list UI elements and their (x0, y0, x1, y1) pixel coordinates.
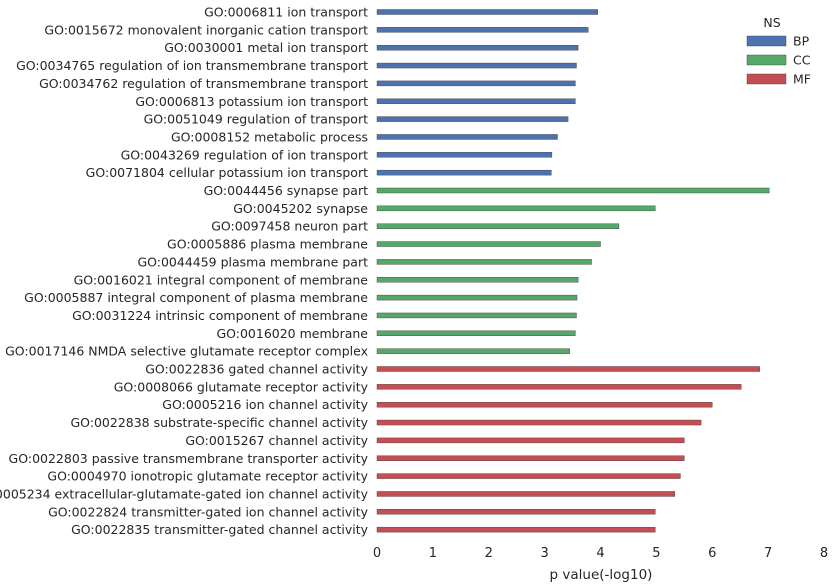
category-label: GO:0006813 potassium ion transport (135, 94, 368, 109)
legend-swatch-bp (746, 35, 787, 47)
legend-label-bp: BP (793, 34, 810, 49)
bars-group (376, 9, 770, 533)
legend-title: NS (763, 15, 780, 30)
x-axis-title: p value(-log10) (550, 567, 653, 583)
category-label: GO:0022803 passive transmembrane transpo… (9, 451, 369, 466)
category-label: GO:0004970 ionotropic glutamate receptor… (47, 469, 368, 484)
category-label: GO:0016020 membrane (216, 326, 368, 341)
category-label: GO:0045202 synapse (233, 201, 368, 216)
x-tick-label: 7 (764, 546, 772, 561)
category-label: GO:0005216 ion channel activity (162, 397, 368, 412)
x-tick-label: 3 (540, 546, 548, 561)
category-label: GO:0022838 substrate-specific channel ac… (70, 415, 368, 430)
bar-cc (376, 330, 576, 336)
bar-cc (376, 205, 656, 212)
bar-mf (376, 366, 760, 372)
bar-bp (376, 98, 576, 104)
category-labels-group: GO:0006811 ion transport GO:0015672 monov… (0, 5, 369, 538)
bar-cc (376, 277, 579, 283)
bar-cc (376, 348, 570, 354)
category-label: GO:0017146 NMDA selective glutamate rece… (5, 344, 368, 359)
bar-mf (376, 473, 681, 479)
category-label: GO:0008066 glutamate receptor activity (114, 379, 369, 394)
bar-bp (376, 27, 589, 33)
category-label: GO:0043269 regulation of ion transport (121, 147, 369, 162)
category-label: GO:0071804 cellular potassium ion transp… (86, 165, 368, 180)
category-label: GO:0006811 ion transport (204, 5, 368, 20)
legend-label-cc: CC (793, 53, 811, 68)
x-tick-label: 1 (429, 546, 437, 561)
category-label: GO:0005886 plasma membrane (167, 237, 368, 252)
category-label: GO:0022824 transmitter-gated ion channel… (48, 504, 369, 519)
bar-bp (376, 9, 598, 15)
bar-cc (376, 259, 592, 265)
bar-mf (376, 437, 685, 444)
category-label: GO:0044459 plasma membrane part (137, 254, 368, 269)
bar-mf (376, 419, 702, 426)
x-tick-label: 2 (485, 546, 493, 561)
bar-bp (376, 116, 569, 122)
bar-bp (376, 152, 553, 158)
category-label: GO:0034765 regulation of ion transmembra… (16, 58, 368, 73)
bar-bp (376, 45, 579, 51)
x-tick-label: 4 (596, 546, 604, 561)
legend-swatch-cc (746, 54, 787, 66)
x-tick-label: 5 (652, 546, 660, 561)
bar-bp (376, 134, 558, 140)
x-tick-label: 8 (820, 546, 828, 561)
x-tick-labels-group: 0 1 2 3 4 5 6 7 8 (373, 546, 828, 561)
category-label: GO:0015267 channel activity (185, 433, 368, 448)
category-label: GO:0034762 regulation of transmembrane t… (39, 76, 368, 91)
legend-entries: BP CC MF (746, 34, 811, 87)
legend: NS BP CC MF (746, 15, 811, 87)
bar-mf (376, 402, 713, 408)
x-tick-label: 0 (373, 546, 381, 561)
category-label: GO:0051049 regulation of transport (144, 112, 369, 127)
category-label: GO:0005887 integral component of plasma … (24, 290, 368, 305)
category-label: GO:0044456 synapse part (204, 183, 368, 198)
bar-bp (376, 62, 577, 69)
category-label: GO:0015672 monovalent inorganic cation t… (44, 22, 368, 37)
category-label: GO:0022836 gated channel activity (145, 362, 368, 377)
category-label: GO:0016021 integral component of membran… (74, 272, 369, 287)
bar-bp (376, 80, 576, 87)
bar-mf (376, 384, 742, 390)
bar-cc (376, 312, 577, 319)
bar-mf (376, 455, 685, 461)
bar-cc (376, 294, 578, 301)
legend-swatch-mf (746, 73, 787, 85)
bar-bp (376, 169, 552, 176)
bar-mf (376, 509, 656, 515)
category-label: GO:0097458 neuron part (211, 219, 368, 234)
category-label: GO:0005234 extracellular-glutamate-gated… (0, 486, 369, 501)
category-label: GO:0031224 intrinsic component of membra… (72, 308, 368, 323)
category-label: GO:0022835 transmitter-gated channel act… (71, 522, 368, 537)
x-tick-label: 6 (708, 546, 716, 561)
legend-label-mf: MF (793, 72, 811, 87)
category-label: GO:0030001 metal ion transport (164, 40, 368, 55)
bar-cc (376, 241, 601, 247)
bar-mf (376, 526, 656, 533)
bar-mf (376, 491, 676, 497)
bar-cc (376, 187, 770, 194)
bar-cc (376, 223, 620, 229)
category-label: GO:0008152 metabolic process (171, 129, 368, 144)
